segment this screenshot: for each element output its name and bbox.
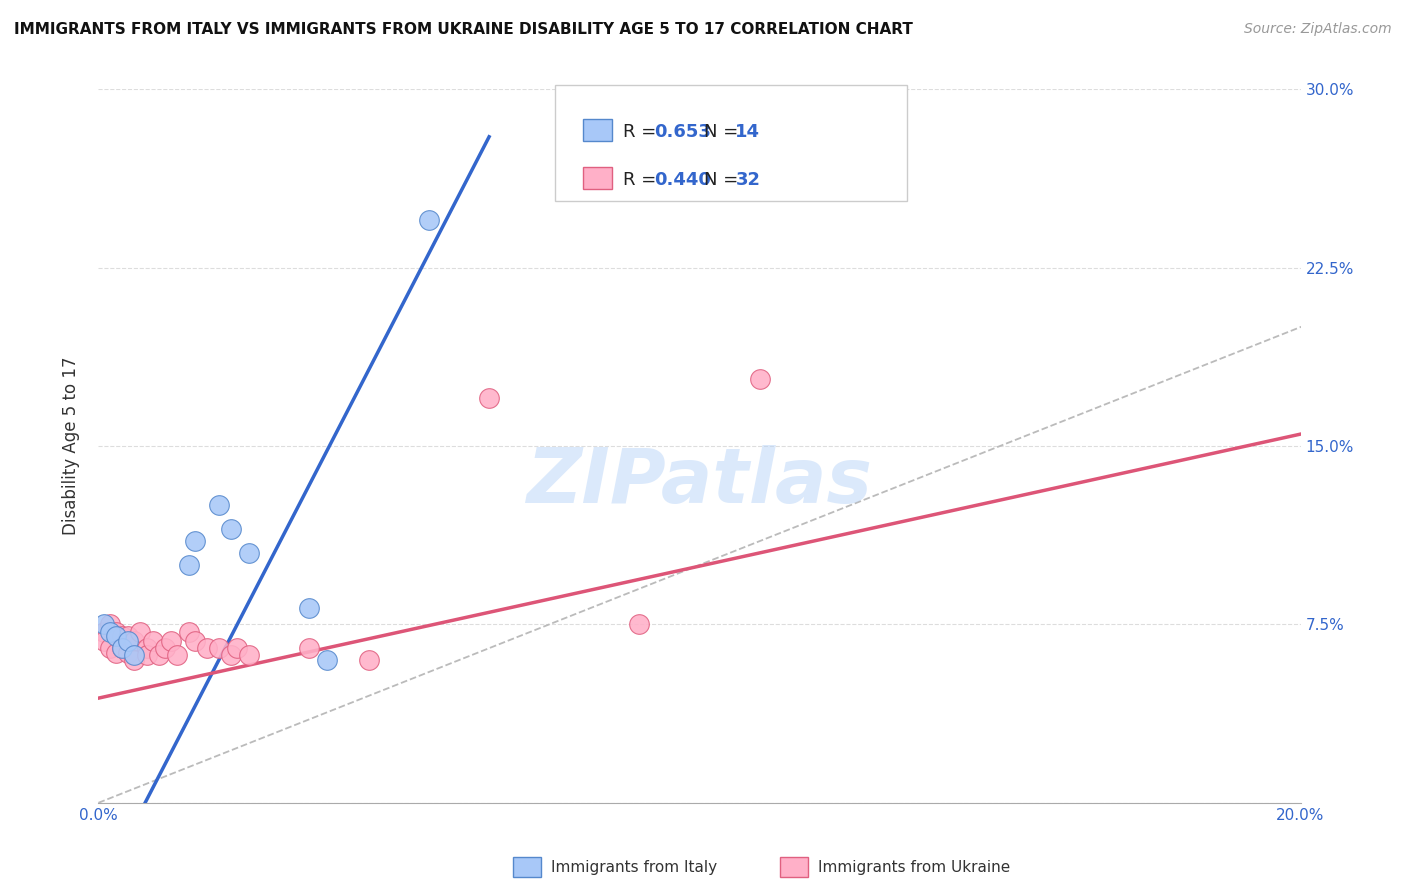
Point <box>183 534 205 549</box>
Point <box>357 653 380 667</box>
Text: 14: 14 <box>735 123 761 141</box>
Point <box>166 648 188 663</box>
Point <box>195 641 218 656</box>
Point <box>208 641 231 656</box>
Point <box>478 392 501 406</box>
Point <box>208 499 231 513</box>
Text: 0.653: 0.653 <box>654 123 710 141</box>
Point <box>100 624 122 639</box>
Point <box>117 646 139 660</box>
Point <box>105 646 128 660</box>
Y-axis label: Disability Age 5 to 17: Disability Age 5 to 17 <box>62 357 80 535</box>
Point <box>748 372 770 386</box>
Text: 32: 32 <box>735 171 761 189</box>
Text: Source: ZipAtlas.com: Source: ZipAtlas.com <box>1244 22 1392 37</box>
Text: Immigrants from Italy: Immigrants from Italy <box>551 860 717 874</box>
Point <box>124 653 146 667</box>
Text: IMMIGRANTS FROM ITALY VS IMMIGRANTS FROM UKRAINE DISABILITY AGE 5 TO 17 CORRELAT: IMMIGRANTS FROM ITALY VS IMMIGRANTS FROM… <box>14 22 912 37</box>
Text: Immigrants from Ukraine: Immigrants from Ukraine <box>818 860 1011 874</box>
Point <box>93 617 115 632</box>
Point <box>298 600 321 615</box>
Point <box>298 641 321 656</box>
Point <box>135 641 157 656</box>
Point <box>124 634 146 648</box>
Point <box>129 624 152 639</box>
Text: N =: N = <box>704 171 744 189</box>
Point <box>117 629 139 643</box>
Point <box>148 648 170 663</box>
Point <box>100 641 122 656</box>
Point <box>124 648 146 663</box>
Point <box>219 648 242 663</box>
Point <box>100 617 122 632</box>
Point <box>177 624 200 639</box>
Text: R =: R = <box>623 123 662 141</box>
Point <box>111 641 134 656</box>
Point <box>628 617 651 632</box>
Point <box>219 522 242 536</box>
Point <box>159 634 181 648</box>
Text: 0.440: 0.440 <box>654 171 710 189</box>
Point <box>238 648 260 663</box>
Point <box>141 634 163 648</box>
Point <box>315 653 337 667</box>
Point <box>93 624 115 639</box>
Point <box>225 641 247 656</box>
Point <box>93 634 115 648</box>
Text: ZIPatlas: ZIPatlas <box>526 445 873 518</box>
Point <box>111 641 134 656</box>
Point <box>418 213 440 227</box>
Point <box>117 634 139 648</box>
Point <box>238 546 260 560</box>
Point <box>135 648 157 663</box>
Text: N =: N = <box>704 123 744 141</box>
Point <box>177 558 200 572</box>
Point <box>105 624 128 639</box>
Point <box>183 634 205 648</box>
Point <box>153 641 176 656</box>
Text: R =: R = <box>623 171 662 189</box>
Point <box>105 629 128 643</box>
Point <box>111 629 134 643</box>
